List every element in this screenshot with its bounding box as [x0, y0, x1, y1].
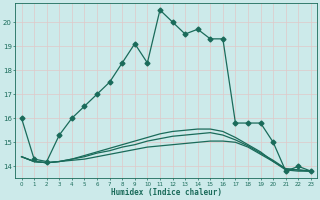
X-axis label: Humidex (Indice chaleur): Humidex (Indice chaleur)	[111, 188, 222, 197]
